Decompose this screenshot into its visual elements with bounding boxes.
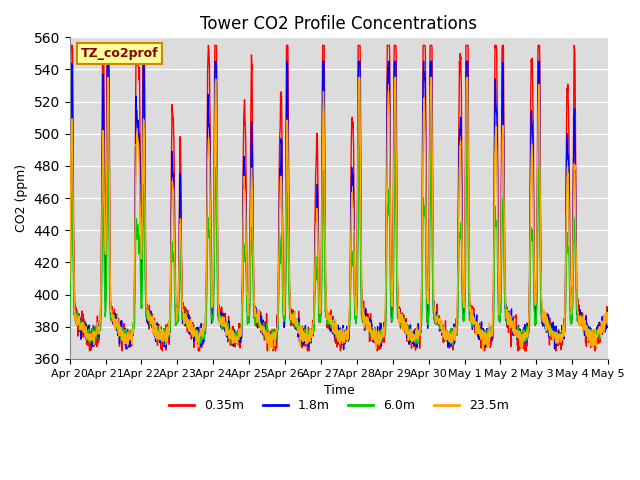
0.35m [604, 313, 612, 319]
6.0m [449, 342, 456, 348]
23.5m [93, 325, 101, 331]
1.8m [589, 336, 597, 342]
23.5m [314, 226, 322, 232]
6.0m [463, 137, 470, 143]
0.35m [589, 336, 596, 341]
23.5m [66, 279, 74, 285]
0.35m [67, 43, 75, 48]
1.8m [340, 347, 348, 352]
6.0m [328, 318, 335, 324]
23.5m [328, 321, 336, 326]
0.35m [490, 149, 498, 155]
0.35m [589, 336, 597, 342]
1.8m [589, 339, 596, 345]
23.5m [589, 343, 596, 349]
6.0m [490, 270, 498, 276]
Legend: 0.35m, 1.8m, 6.0m, 23.5m: 0.35m, 1.8m, 6.0m, 23.5m [164, 394, 514, 417]
Text: TZ_co2prof: TZ_co2prof [81, 47, 158, 60]
X-axis label: Time: Time [324, 384, 355, 397]
6.0m [589, 328, 596, 334]
23.5m [604, 310, 612, 316]
1.8m [604, 316, 612, 322]
23.5m [589, 336, 597, 342]
Line: 1.8m: 1.8m [70, 61, 608, 349]
6.0m [589, 333, 597, 339]
23.5m [104, 75, 112, 81]
Title: Tower CO2 Profile Concentrations: Tower CO2 Profile Concentrations [200, 15, 477, 33]
0.35m [314, 171, 322, 177]
1.8m [104, 59, 111, 64]
1.8m [328, 319, 335, 325]
0.35m [86, 348, 93, 354]
Line: 0.35m: 0.35m [70, 46, 608, 351]
Line: 23.5m: 23.5m [70, 78, 608, 351]
1.8m [93, 331, 101, 337]
1.8m [66, 309, 74, 314]
Line: 6.0m: 6.0m [70, 140, 608, 345]
0.35m [328, 321, 336, 327]
6.0m [604, 315, 612, 321]
6.0m [66, 313, 74, 319]
6.0m [314, 254, 321, 260]
23.5m [266, 348, 273, 354]
23.5m [490, 204, 498, 209]
1.8m [314, 186, 321, 192]
1.8m [490, 202, 498, 208]
Y-axis label: CO2 (ppm): CO2 (ppm) [15, 164, 28, 232]
6.0m [93, 326, 101, 332]
0.35m [66, 287, 74, 293]
0.35m [94, 329, 102, 335]
